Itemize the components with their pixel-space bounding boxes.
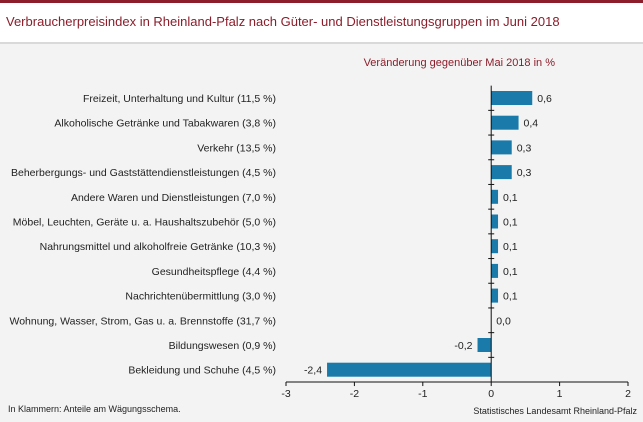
x-tick-label: 1	[557, 388, 563, 400]
bar	[491, 263, 499, 278]
chart-subtitle: Veränderung gegenüber Mai 2018 in %	[363, 57, 555, 69]
bar	[491, 140, 512, 155]
category-label: Möbel, Leuchten, Geräte u. a. Haushaltsz…	[13, 217, 276, 229]
category-label: Bildungswesen (0,9 %)	[169, 340, 276, 352]
x-tick-label: -1	[418, 388, 427, 400]
value-labels: 0,6 0,4 0,3 0,3 0,1 0,1 0,1 0,1 0,1 0,0 -0,2 -2,4	[304, 93, 552, 377]
x-tick-label: -2	[350, 388, 359, 400]
value-label: 0,6	[537, 93, 552, 105]
category-label: Nachrichtenübermittlung (3,0 %)	[125, 291, 276, 303]
x-tick-label: -3	[281, 388, 290, 400]
category-label: Beherbergungs- und Gaststättendienstleis…	[11, 167, 276, 179]
chart-title: Verbraucherpreisindex in Rheinland-Pfalz…	[6, 14, 560, 29]
value-label: 0,0	[496, 315, 511, 327]
bar	[491, 91, 533, 105]
chart-panel	[0, 44, 643, 422]
bar	[491, 214, 499, 229]
value-label: 0,3	[517, 167, 532, 179]
x-tick-label: 2	[625, 388, 631, 400]
bar	[491, 115, 519, 130]
title-divider	[0, 42, 643, 44]
category-label: Nahrungsmittel und alkoholfreie Getränke…	[40, 241, 276, 253]
category-label: Verkehr (13,5 %)	[197, 142, 276, 154]
bar	[491, 165, 512, 180]
value-label: -0,2	[454, 340, 472, 352]
bar	[327, 362, 492, 377]
category-labels: Freizeit, Unterhaltung und Kultur (11,5 …	[9, 93, 276, 377]
value-label: 0,1	[503, 241, 518, 253]
bars	[327, 91, 533, 377]
x-axis: -3 -2 -1 0 1 2	[281, 85, 631, 400]
value-label: 0,3	[517, 142, 532, 154]
footnote: In Klammern: Anteile am Wägungsschema.	[8, 404, 181, 414]
value-label: -2,4	[304, 365, 322, 377]
bar	[491, 239, 499, 254]
category-label: Freizeit, Unterhaltung und Kultur (11,5 …	[83, 93, 276, 105]
value-label: 0,1	[503, 266, 518, 278]
category-label: Bekleidung und Schuhe (4,5 %)	[128, 365, 276, 377]
top-rule	[0, 0, 643, 3]
category-label: Gesundheitspflege (4,4 %)	[152, 266, 276, 278]
value-label: 0,1	[503, 217, 518, 229]
value-label: 0,4	[524, 118, 539, 130]
category-label: Alkoholische Getränke und Tabakwaren (3,…	[54, 118, 276, 130]
bar	[491, 189, 499, 204]
x-tick-label: 0	[488, 388, 494, 400]
value-label: 0,1	[503, 291, 518, 303]
category-label: Andere Waren und Dienstleistungen (7,0 %…	[71, 192, 276, 204]
bar	[477, 338, 492, 352]
source-note: Statistisches Landesamt Rheinland-Pfalz	[473, 406, 637, 416]
bar	[491, 288, 499, 303]
value-label: 0,1	[503, 192, 518, 204]
category-label: Wohnung, Wasser, Strom, Gas u. a. Brenns…	[9, 315, 276, 327]
